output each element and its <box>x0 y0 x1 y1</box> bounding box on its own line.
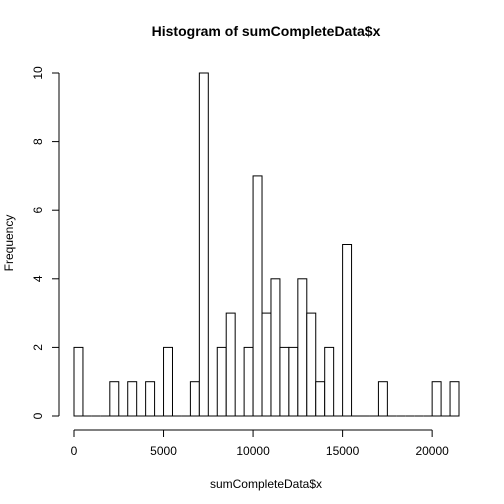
histogram-bar <box>109 381 120 417</box>
x-tick-label: 20000 <box>415 444 449 458</box>
y-tick-label: 2 <box>31 344 45 351</box>
histogram-bar <box>306 312 317 417</box>
histogram-bar <box>163 346 173 417</box>
histogram-bars <box>73 72 460 417</box>
histogram-bar <box>279 346 290 417</box>
y-tick-label: 0 <box>31 412 45 419</box>
histogram-bar <box>270 278 281 417</box>
histogram-bar <box>431 381 442 417</box>
x-axis-label: sumCompleteData$x <box>210 477 322 491</box>
x-tick-label: 10000 <box>236 444 270 458</box>
x-tick-label: 15000 <box>326 444 360 458</box>
histogram-bar <box>377 381 388 417</box>
y-axis-label: Frequency <box>2 215 16 272</box>
histogram-bar <box>198 72 209 417</box>
histogram-bar <box>297 278 308 417</box>
x-tick-label: 0 <box>71 444 78 458</box>
y-axis: 0 2 4 6 8 10 <box>31 66 60 419</box>
y-tick-label: 6 <box>31 207 45 214</box>
histogram-bar <box>243 346 254 417</box>
histogram-bar <box>145 381 156 417</box>
histogram-bar <box>216 346 227 417</box>
x-axis: 0 5000 10000 15000 20000 <box>71 429 449 458</box>
histogram-bar <box>225 312 236 417</box>
histogram-bar <box>252 175 263 417</box>
histogram-bar <box>342 244 353 417</box>
histogram-bar <box>288 346 299 417</box>
y-tick-label: 8 <box>31 138 45 145</box>
y-tick-label: 10 <box>31 66 45 80</box>
histogram-bar <box>73 346 84 417</box>
chart-title: Histogram of sumCompleteData$x <box>152 23 381 39</box>
histogram-bar <box>324 346 335 417</box>
histogram-bar <box>315 381 326 417</box>
histogram-bar <box>127 381 138 417</box>
histogram-bar <box>449 381 460 417</box>
histogram-bar <box>189 381 200 417</box>
histogram-bar <box>261 312 272 417</box>
x-tick-label: 5000 <box>150 444 177 458</box>
y-tick-label: 4 <box>31 275 45 282</box>
